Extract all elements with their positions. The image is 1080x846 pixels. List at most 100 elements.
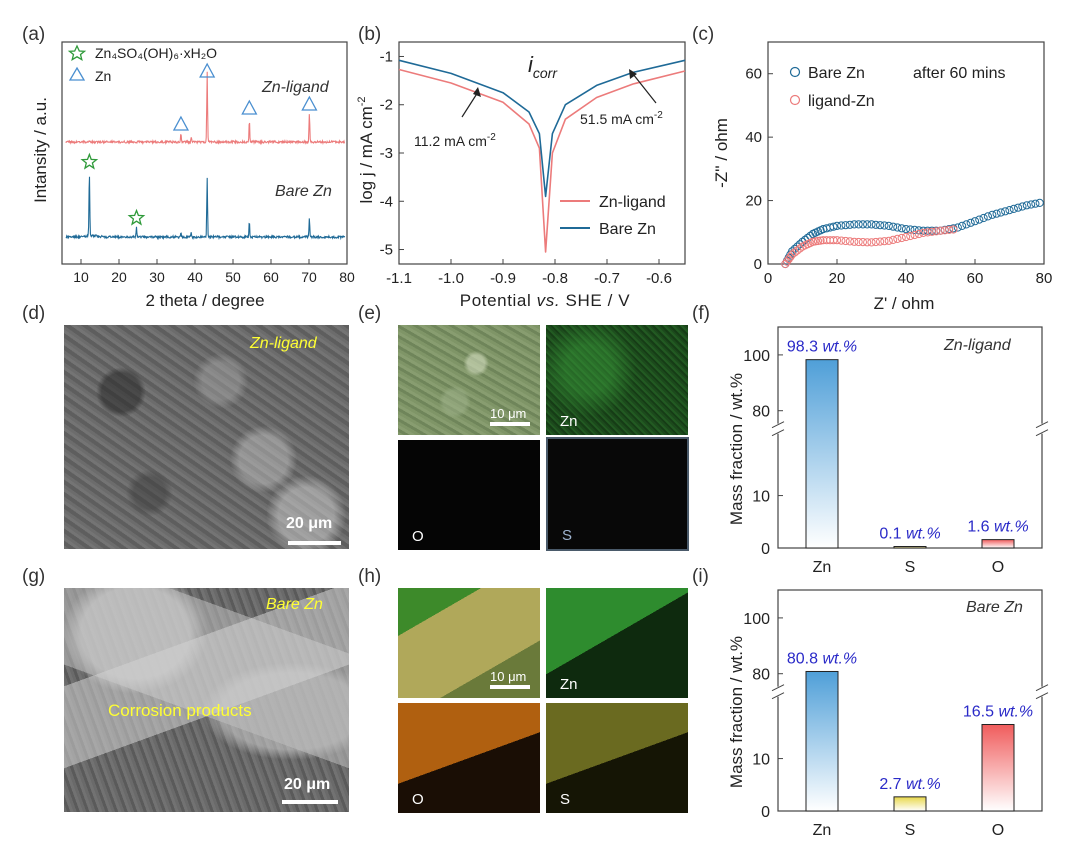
- triangle-legend-icon: [68, 66, 86, 81]
- panel-label-d: (d): [22, 303, 46, 324]
- zinc-sulfate-peak-marker: [127, 208, 146, 226]
- nyquist-point-ligand-zn: [927, 227, 937, 236]
- xrd-chart: 10 20 30 40 50 60 70 80 Zn₄SO₄(OH)₆·xH₂O Zn Zn-…: [31, 41, 355, 310]
- bar-value-label: 98.3 wt.%: [787, 339, 857, 356]
- nyquist-note: after 60 mins: [913, 65, 1005, 82]
- nyquist-point-bare-zn: [1035, 198, 1044, 207]
- nyquist-point-bare-zn: [1031, 199, 1040, 208]
- f-ylabel: Mass fraction / wt.%: [727, 373, 746, 525]
- nyquist-point-ligand-zn: [829, 236, 838, 245]
- nyquist-point-bare-zn: [876, 221, 885, 230]
- legend-triangle-label: Zn: [95, 68, 111, 84]
- nyquist-point-bare-zn: [992, 209, 1001, 218]
- map-label-s-h: S: [560, 791, 571, 808]
- nyquist-point-ligand-zn: [813, 236, 823, 246]
- nyquist-point-bare-zn: [975, 215, 984, 224]
- axis-break-mark: [771, 429, 785, 437]
- nyquist-xtick-label: 60: [967, 270, 984, 287]
- nyquist-point-bare-zn: [871, 220, 880, 229]
- xrd-zn-ligand-curve: [65, 71, 346, 146]
- nyquist-point-bare-zn: [962, 220, 971, 229]
- nyquist-point-bare-zn: [970, 217, 980, 226]
- nyquist-ytick-label: 20: [745, 193, 762, 210]
- nyquist-xtick-label: 20: [829, 270, 846, 287]
- nyquist-point-bare-zn: [1001, 207, 1010, 216]
- xrd-ylabel: Intansity / a.u.: [31, 97, 50, 203]
- axis-break-mark: [771, 684, 785, 692]
- xrd-xtick-label: 80: [339, 269, 355, 285]
- nyquist-chart: 0 20 40 60 80 0 20 40 60 Bare Zn ligand-Zn after…: [712, 41, 1053, 313]
- sem-tag-zn-ligand: Zn-ligand: [250, 335, 317, 352]
- sem-image-bare-zn: Bare Zn Corrosion products 20 μm: [64, 588, 349, 812]
- nyquist-point-bare-zn: [867, 220, 876, 229]
- nyquist-point-bare-zn: [884, 221, 893, 230]
- nyquist-point-ligand-zn: [858, 238, 868, 247]
- nyquist-legend-bare-zn: Bare Zn: [808, 65, 865, 82]
- scale-text-h: 10 μm: [490, 669, 527, 684]
- nyquist-point-ligand-zn: [871, 237, 880, 247]
- tafel-curve-bare-zn: [398, 59, 686, 198]
- axis-break-gap: [772, 423, 784, 434]
- xrd-xlabel: 2 theta / degree: [145, 291, 264, 310]
- nyquist-point-bare-zn: [880, 221, 889, 230]
- map-label-o-h: O: [412, 791, 424, 808]
- nyquist-point-bare-zn: [996, 208, 1006, 217]
- eds-overlay-map-e: 10 μm: [398, 325, 540, 435]
- nyquist-point-ligand-zn: [932, 227, 941, 236]
- nyquist-point-bare-zn: [1027, 200, 1036, 209]
- nyquist-xtick-label: 40: [898, 270, 915, 287]
- axis-break-mark: [1035, 421, 1049, 429]
- nyquist-point-ligand-zn: [910, 230, 919, 240]
- bar-category-label: Zn: [813, 559, 832, 576]
- zn-peak-marker: [199, 62, 216, 78]
- nyquist-point-bare-zn: [1005, 206, 1014, 215]
- nyquist-point-ligand-zn: [906, 231, 915, 241]
- nyquist-point-bare-zn: [910, 225, 919, 234]
- tafel-ytick-label: -1: [380, 48, 393, 65]
- tafel-ylabel: log j / mA cm-2: [356, 96, 376, 203]
- nyquist-point-bare-zn: [979, 213, 988, 223]
- nyquist-point-ligand-zn: [897, 233, 906, 243]
- f-tag: Zn-ligand: [943, 337, 1012, 354]
- scale-text-d: 20 μm: [286, 515, 333, 532]
- panel-label-h: (h): [358, 566, 382, 587]
- axis-break-mark: [771, 692, 785, 700]
- label-bare-zn: Bare Zn: [275, 183, 332, 200]
- star-legend-icon: [67, 44, 87, 61]
- bar-ytick-label: 80: [752, 404, 770, 421]
- bar-ytick-label: 100: [743, 611, 770, 628]
- panel-label-g: (g): [22, 566, 46, 587]
- nyquist-point-bare-zn: [863, 220, 872, 229]
- annotation-11-2: 11.2 mA cm-2: [414, 132, 496, 149]
- tafel-xtick-label: -0.9: [490, 270, 516, 287]
- i-ylabel: Mass fraction / wt.%: [727, 636, 746, 788]
- bar-value-label: 0.1 wt.%: [879, 526, 940, 543]
- scale-bar-e: [490, 422, 530, 426]
- nyquist-point-bare-zn: [1009, 204, 1018, 213]
- tafel-chart: -1.1 -1.0 -0.9 -0.8 -0.7 -0.6 -1 -2 -3 -4 -5 icorr…: [356, 41, 686, 310]
- axis-break-mark: [1035, 692, 1049, 700]
- scale-bar-h: [490, 685, 530, 689]
- nyquist-point-ligand-zn: [845, 237, 855, 246]
- bar-value-label: 1.6 wt.%: [967, 519, 1028, 536]
- nyquist-point-ligand-zn: [923, 228, 932, 237]
- nyquist-point-bare-zn: [1018, 202, 1027, 211]
- nyquist-point-ligand-zn: [790, 248, 799, 257]
- nyquist-xtick-label: 80: [1036, 270, 1053, 287]
- xrd-xtick-label: 10: [73, 269, 89, 285]
- icorr-title: icorr: [528, 52, 558, 81]
- panel-label-b: (b): [358, 24, 382, 45]
- xrd-xtick-label: 30: [149, 269, 165, 285]
- corrosion-products-label: Corrosion products: [108, 701, 252, 720]
- nyquist-point-ligand-zn: [841, 236, 850, 246]
- nyquist-point-bare-zn: [829, 222, 838, 231]
- map-label-s-e: S: [562, 527, 573, 544]
- axis-break-mark: [1035, 429, 1049, 437]
- bar-zn: [805, 359, 839, 549]
- tafel-ytick-label: -5: [380, 242, 393, 259]
- map-label-zn-h: Zn: [560, 676, 578, 693]
- nyquist-xlabel: Z' / ohm: [874, 294, 935, 313]
- nyquist-point-ligand-zn: [936, 226, 945, 235]
- bar-category-label: S: [905, 822, 916, 839]
- nyquist-point-bare-zn: [897, 224, 906, 233]
